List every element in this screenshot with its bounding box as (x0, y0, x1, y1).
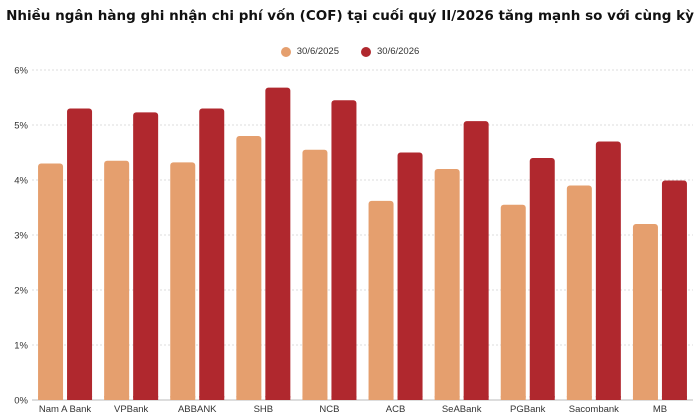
chart-title: Nhiều ngân hàng ghi nhận chi phí vốn (CO… (6, 8, 694, 24)
bar-base-nam-a-bank-series-2 (67, 396, 93, 400)
bar-mb-series-2[interactable] (661, 180, 687, 400)
gridlines (32, 69, 693, 401)
bar-base-pgbank-series-1 (500, 396, 526, 400)
y-tick-label: 4% (14, 176, 28, 187)
y-tick-label: 0% (14, 396, 28, 407)
bar-base-acb-series-1 (368, 396, 394, 400)
bar-base-sacombank-series-2 (595, 396, 621, 400)
bar-base-vpbank-series-1 (104, 396, 130, 400)
y-tick-label: 1% (14, 341, 28, 352)
axes: 0% 1% 2% 3% 4% 5% 6% Nam A Bank VPBank ABBANK SHB N… (14, 66, 667, 416)
bar-mb-series-1[interactable] (632, 224, 658, 400)
x-tick-label: Sacombank (569, 404, 619, 415)
chart-legend: 30/6/2025 30/6/2026 (0, 46, 700, 57)
bar-seabank-series-1[interactable] (434, 169, 460, 400)
bar-shb-series-1[interactable] (236, 136, 262, 400)
legend-item-series-2[interactable]: 30/6/2026 (361, 46, 419, 57)
x-tick-label: NCB (319, 404, 339, 415)
bar-ncb-series-1[interactable] (302, 149, 328, 400)
bar-base-mb-series-2 (661, 396, 687, 400)
bar-base-sacombank-series-1 (566, 396, 592, 400)
bar-abbank-series-1[interactable] (170, 162, 196, 400)
x-tick-label: VPBank (114, 404, 149, 415)
x-tick-label: SHB (254, 404, 274, 415)
bar-base-seabank-series-2 (463, 396, 489, 400)
bar-seabank-series-2[interactable] (463, 121, 489, 401)
bar-base-vpbank-series-2 (133, 396, 159, 400)
y-tick-label: 2% (14, 286, 28, 297)
legend-label-series-2: 30/6/2026 (377, 46, 420, 57)
y-tick-label: 6% (14, 66, 28, 77)
bar-base-acb-series-2 (397, 396, 423, 400)
x-tick-label: ACB (386, 404, 406, 415)
bar-nam-a-bank-series-1[interactable] (38, 163, 64, 401)
x-tick-label: MB (653, 404, 667, 415)
bar-base-mb-series-1 (632, 396, 658, 400)
bar-base-ncb-series-1 (302, 396, 328, 400)
bar-base-abbank-series-2 (199, 396, 225, 400)
x-tick-label: SeABank (442, 404, 482, 415)
legend-swatch-series-2 (361, 46, 371, 57)
bar-sacombank-series-2[interactable] (595, 141, 621, 401)
bar-base-shb-series-1 (236, 396, 262, 400)
bar-base-seabank-series-1 (434, 396, 460, 400)
x-tick-label: PGBank (510, 404, 546, 415)
bar-base-ncb-series-2 (331, 396, 357, 400)
bar-base-abbank-series-1 (170, 396, 196, 400)
legend-swatch-series-1 (280, 46, 291, 57)
bar-base-pgbank-series-2 (529, 396, 555, 400)
legend-label-series-1: 30/6/2025 (296, 46, 339, 57)
bar-acb-series-1[interactable] (368, 200, 394, 400)
bar-base-shb-series-2 (265, 396, 291, 400)
x-tick-label: ABBANK (178, 404, 217, 415)
y-tick-label: 3% (14, 231, 28, 242)
bar-base-nam-a-bank-series-1 (38, 396, 64, 400)
bar-vpbank-series-1[interactable] (104, 160, 130, 400)
bar-vpbank-series-2[interactable] (133, 112, 159, 400)
bar-acb-series-2[interactable] (397, 152, 423, 401)
bar-pgbank-series-2[interactable] (529, 158, 555, 400)
y-tick-label: 5% (14, 121, 28, 132)
bar-abbank-series-2[interactable] (199, 108, 225, 401)
bar-pgbank-series-1[interactable] (500, 204, 526, 400)
x-tick-label: Nam A Bank (39, 404, 92, 415)
bar-shb-series-2[interactable] (265, 87, 291, 400)
legend-item-series-1[interactable]: 30/6/2025 (280, 46, 339, 57)
bars (38, 87, 687, 401)
bar-sacombank-series-1[interactable] (566, 185, 592, 401)
bar-nam-a-bank-series-2[interactable] (67, 108, 93, 401)
bar-ncb-series-2[interactable] (331, 100, 357, 400)
